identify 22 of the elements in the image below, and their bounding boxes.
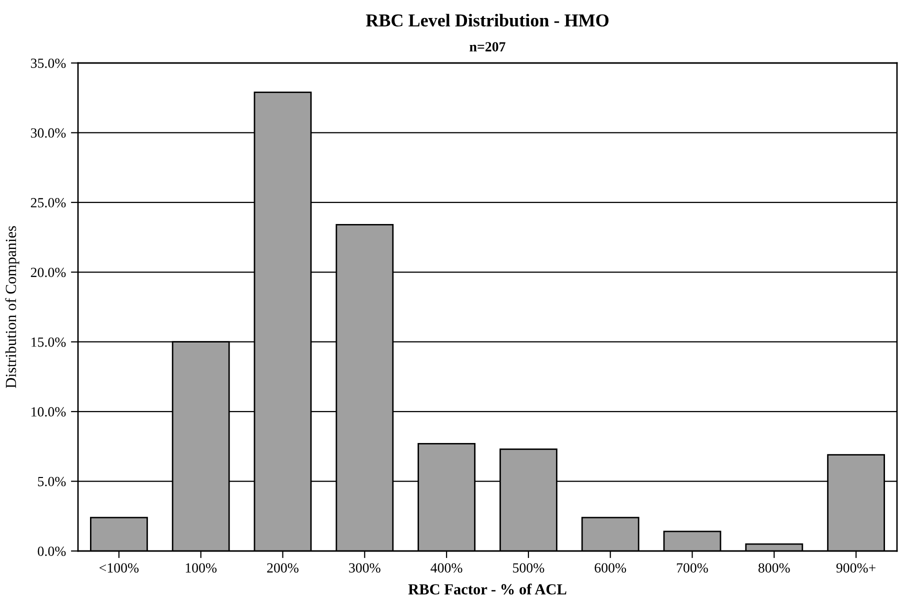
x-tick-label: 500% (513, 563, 544, 573)
x-tick-label: <100% (100, 563, 139, 573)
x-tick-label: 900%+ (836, 563, 876, 573)
x-tick-label: 700% (676, 563, 708, 573)
chart-subtitle: n=207 (470, 42, 506, 52)
chart-title: RBC Level Distribution - HMO (366, 14, 608, 27)
x-tick-label: 200% (267, 563, 298, 573)
y-tick-label: 5.0% (38, 476, 66, 486)
y-tick-label: 25.0% (30, 198, 66, 208)
x-tick-label: 400% (430, 563, 462, 573)
y-tick-label: 15.0% (32, 337, 66, 347)
x-tick-label: 300% (349, 563, 380, 573)
y-tick-label: 10.0% (32, 407, 66, 417)
y-axis-title: Distribution of Companies (5, 226, 20, 388)
y-tick-label: 35.0% (30, 58, 66, 68)
y-tick-label: 20.0% (30, 268, 66, 278)
y-tick-label: 0.0% (38, 546, 66, 556)
x-axis-title: RBC Factor - % of ACL (408, 584, 566, 595)
x-tick-label: 100% (186, 563, 217, 573)
y-tick-label: 30.0% (30, 128, 66, 138)
x-tick-label: 800% (758, 563, 790, 573)
x-tick-label: 600% (594, 563, 626, 573)
